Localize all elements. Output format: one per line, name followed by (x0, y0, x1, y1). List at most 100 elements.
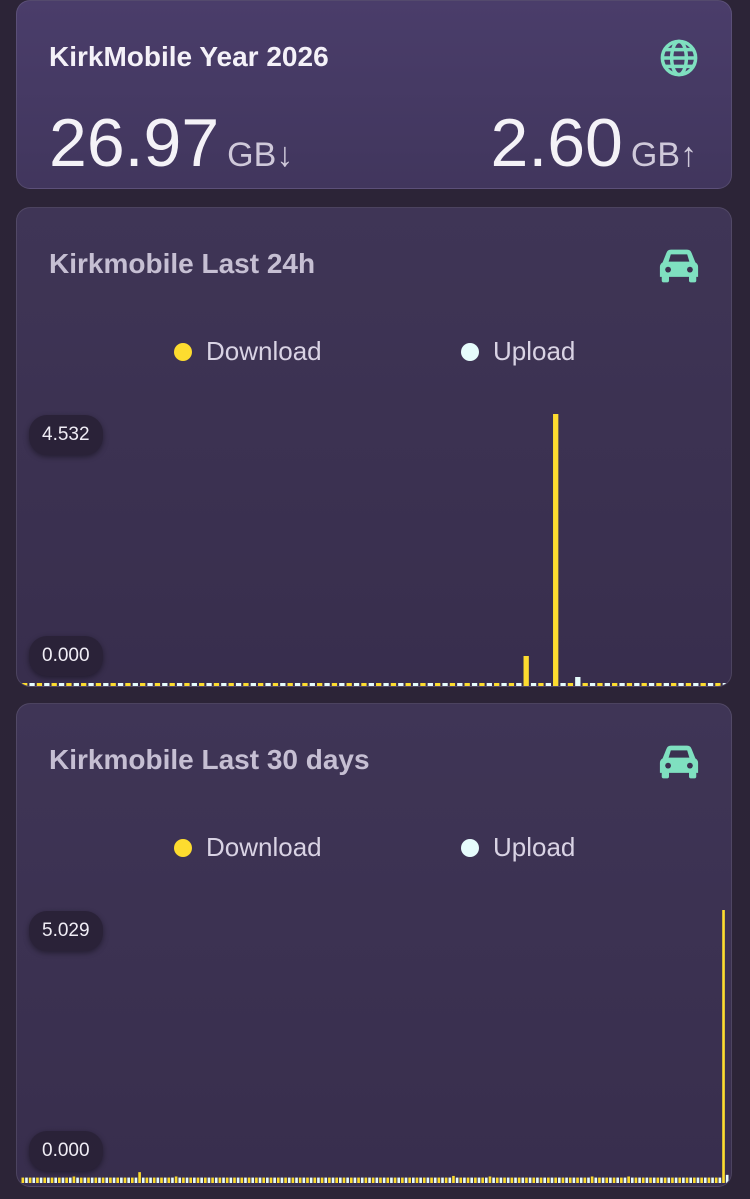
download-bar[interactable] (95, 683, 102, 686)
upload-bar[interactable] (39, 1177, 43, 1183)
download-bar[interactable] (269, 1177, 273, 1183)
download-bar[interactable] (376, 683, 382, 686)
download-bar[interactable] (641, 683, 647, 686)
upload-bar[interactable] (339, 683, 345, 686)
download-bar[interactable] (663, 1177, 667, 1183)
download-bar[interactable] (481, 1177, 484, 1183)
download-bar[interactable] (357, 1177, 360, 1183)
download-bar[interactable] (247, 1177, 251, 1183)
download-bar[interactable] (346, 683, 352, 686)
download-bar[interactable] (561, 1177, 565, 1183)
upload-bar[interactable] (457, 683, 463, 686)
upload-bar[interactable] (353, 683, 360, 686)
upload-bar[interactable] (302, 1177, 306, 1183)
year-usage-card[interactable]: KirkMobile Year 2026 26.97 GB↓ 2.60 GB↑ (16, 0, 732, 189)
download-bar[interactable] (605, 1177, 609, 1183)
download-bar[interactable] (287, 683, 293, 686)
download-bar[interactable] (364, 1177, 368, 1183)
upload-bar[interactable] (235, 683, 242, 686)
upload-bar[interactable] (587, 1177, 590, 1183)
upload-bar[interactable] (32, 1177, 36, 1183)
download-bar[interactable] (87, 1177, 90, 1183)
download-bar[interactable] (36, 1177, 39, 1183)
download-bar[interactable] (320, 1177, 324, 1183)
download-bar[interactable] (255, 1177, 258, 1183)
upload-bar[interactable] (660, 1177, 663, 1183)
upload-bar[interactable] (412, 683, 419, 686)
download-bar[interactable] (568, 1177, 572, 1183)
download-bar[interactable] (452, 1175, 455, 1183)
upload-bar[interactable] (404, 1177, 408, 1183)
upload-bar[interactable] (221, 683, 227, 686)
upload-bar[interactable] (251, 1177, 255, 1183)
upload-bar[interactable] (663, 683, 669, 686)
download-bar[interactable] (626, 683, 633, 686)
download-bar[interactable] (714, 1177, 718, 1183)
download-bar[interactable] (656, 1177, 660, 1183)
upload-bar[interactable] (163, 1177, 167, 1183)
upload-bar[interactable] (630, 1177, 634, 1183)
upload-bar[interactable] (214, 1177, 218, 1183)
upload-bar[interactable] (134, 1177, 138, 1183)
download-bar[interactable] (182, 1177, 185, 1183)
download-bar[interactable] (160, 1177, 163, 1183)
upload-bar[interactable] (397, 1177, 401, 1183)
download-bar[interactable] (379, 1177, 382, 1183)
download-bar[interactable] (554, 1177, 557, 1183)
last-24h-card[interactable]: Kirkmobile Last 24h Download Upload 4.53… (16, 207, 732, 687)
download-bar[interactable] (131, 1177, 134, 1183)
upload-bar[interactable] (565, 1177, 568, 1183)
upload-bar[interactable] (25, 1177, 28, 1183)
download-bar[interactable] (184, 683, 190, 686)
download-bar[interactable] (583, 1177, 587, 1183)
download-bar[interactable] (328, 1177, 331, 1183)
download-bar[interactable] (50, 1177, 54, 1183)
upload-bar[interactable] (236, 1177, 240, 1183)
download-bar[interactable] (101, 1177, 105, 1183)
upload-bar[interactable] (383, 683, 389, 686)
upload-bar[interactable] (674, 1177, 678, 1183)
download-bar[interactable] (342, 1177, 346, 1183)
upload-bar[interactable] (244, 1177, 247, 1183)
bar-chart-30d[interactable] (17, 704, 732, 1187)
upload-bar[interactable] (412, 1177, 415, 1183)
upload-bar[interactable] (703, 1177, 707, 1183)
download-bar[interactable] (517, 1177, 521, 1183)
download-bar[interactable] (532, 1177, 536, 1183)
download-bar[interactable] (700, 683, 706, 686)
upload-bar[interactable] (390, 1177, 393, 1183)
upload-bar[interactable] (579, 1177, 583, 1183)
download-bar[interactable] (335, 1177, 338, 1183)
download-bar[interactable] (612, 1177, 616, 1183)
upload-bar[interactable] (368, 683, 374, 686)
upload-bar[interactable] (112, 1177, 116, 1183)
download-bar[interactable] (21, 1177, 25, 1183)
upload-bar[interactable] (604, 683, 610, 686)
download-bar[interactable] (693, 1177, 696, 1183)
download-bar[interactable] (109, 1177, 112, 1183)
download-bar[interactable] (685, 683, 692, 686)
upload-bar[interactable] (44, 683, 50, 686)
legend-download[interactable]: Download (174, 832, 322, 863)
download-bar[interactable] (393, 1177, 397, 1183)
download-bar[interactable] (415, 1177, 419, 1183)
download-bar[interactable] (262, 1177, 266, 1183)
download-bar[interactable] (671, 683, 677, 686)
upload-bar[interactable] (609, 1177, 612, 1183)
download-bar[interactable] (510, 1177, 514, 1183)
upload-bar[interactable] (83, 1177, 87, 1183)
download-bar[interactable] (700, 1177, 703, 1183)
download-bar[interactable] (51, 683, 57, 686)
upload-bar[interactable] (470, 1177, 474, 1183)
download-bar[interactable] (488, 1176, 492, 1183)
upload-bar[interactable] (516, 683, 522, 686)
download-bar[interactable] (218, 1177, 222, 1183)
upload-bar[interactable] (543, 1177, 547, 1183)
upload-bar[interactable] (132, 683, 138, 686)
download-bar[interactable] (276, 1177, 280, 1183)
upload-bar[interactable] (718, 1177, 722, 1183)
upload-bar[interactable] (339, 1177, 342, 1183)
download-bar[interactable] (707, 1177, 711, 1183)
download-bar[interactable] (36, 683, 43, 686)
download-bar[interactable] (538, 683, 544, 686)
